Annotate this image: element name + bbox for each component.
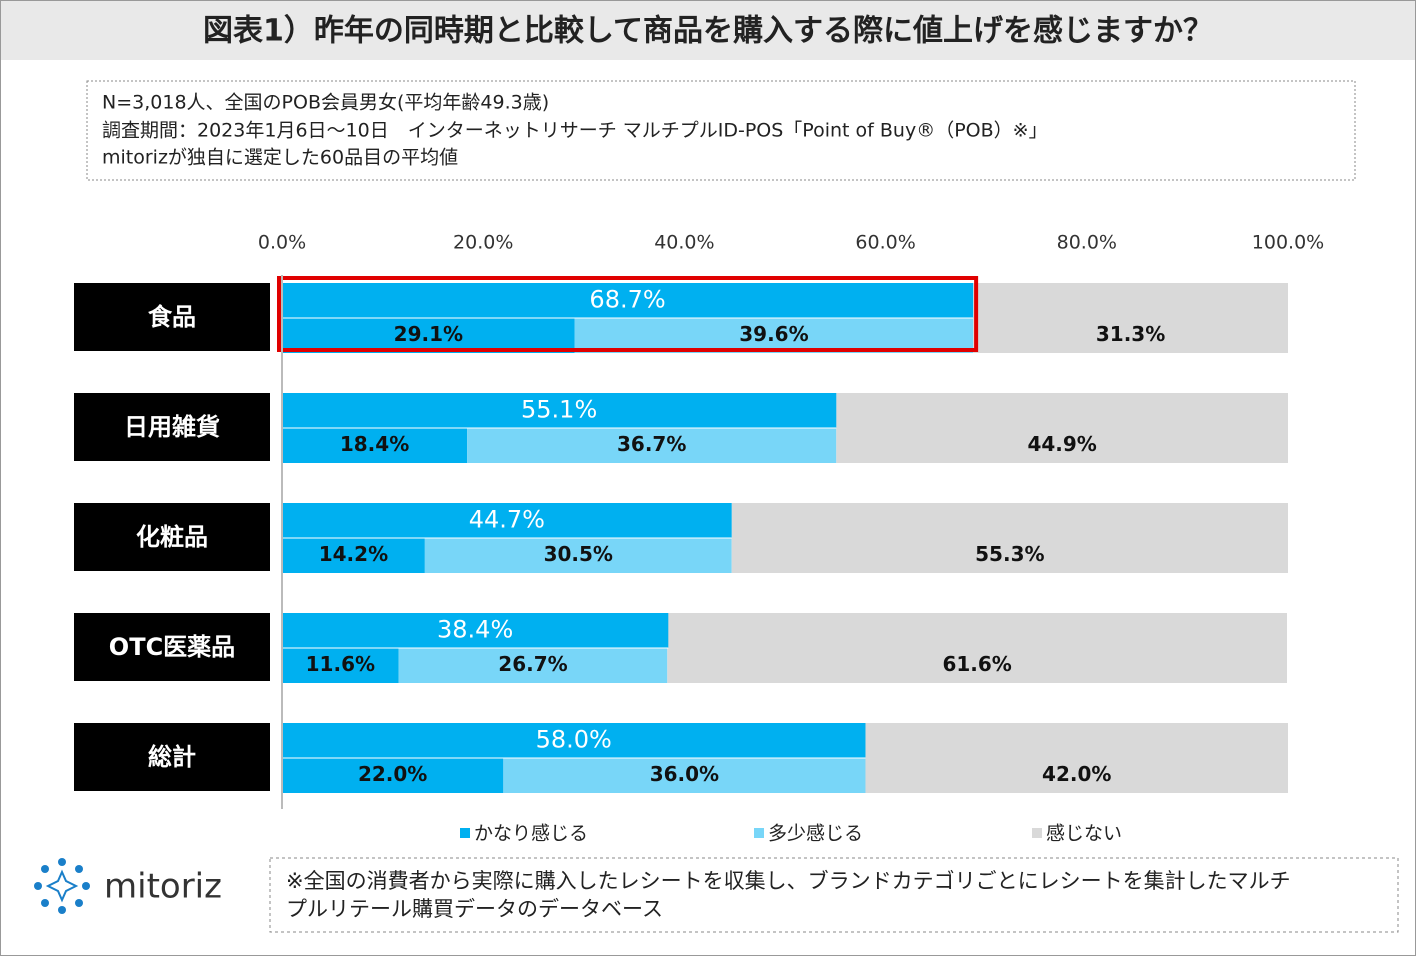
highlight-box [277, 276, 979, 352]
total-bar [282, 613, 669, 648]
category-box [74, 503, 270, 571]
value-label: 55.3% [975, 542, 1044, 566]
category-label: 総計 [148, 743, 196, 771]
legend-label: 感じない [1046, 823, 1122, 845]
bar-segment [865, 723, 1288, 793]
legend-label: 多少感じる [768, 823, 863, 845]
bar-segment [574, 318, 974, 353]
logo-icon [34, 858, 90, 914]
value-label: 36.7% [617, 432, 686, 456]
legend-label: かなり感じる [474, 823, 588, 845]
total-bar [282, 283, 974, 318]
footnote-box [269, 857, 1399, 933]
value-label: 39.6% [739, 322, 808, 346]
total-label: 55.1% [521, 396, 597, 424]
category-box [74, 393, 270, 461]
category-box [74, 723, 270, 791]
value-label: 42.0% [1042, 762, 1111, 786]
bar-segment [424, 538, 732, 573]
total-bar [282, 723, 866, 758]
category-label: OTC医薬品 [109, 633, 235, 661]
bar-segment [503, 758, 866, 793]
value-label: 44.9% [1027, 432, 1096, 456]
legend-swatch [754, 828, 764, 838]
note: 調査期間：2023年1月6日～10日 インターネットリサーチ マルチプルID-P… [102, 120, 1048, 142]
total-label: 44.7% [469, 506, 545, 534]
bar-segment [282, 758, 504, 793]
value-label: 30.5% [544, 542, 613, 566]
category-box [74, 283, 270, 351]
value-label: 29.1% [394, 322, 463, 346]
bar-segment [282, 428, 468, 463]
total-bar [282, 503, 732, 538]
value-label: 22.0% [358, 762, 427, 786]
bar-segment [467, 428, 837, 463]
bar-segment [836, 393, 1288, 463]
bar-segment [667, 613, 1287, 683]
value-label: 31.3% [1096, 322, 1165, 346]
total-label: 38.4% [437, 616, 513, 644]
value-label: 14.2% [319, 542, 388, 566]
bar-segment [973, 283, 1288, 353]
title-bar [1, 1, 1415, 60]
total-label: 68.7% [589, 286, 665, 314]
note: mitorizが独自に選定した60品目の平均値 [102, 147, 458, 169]
footnote: ※全国の消費者から実際に購入したレシートを収集し、ブランドカテゴリごとにレシート… [286, 869, 1291, 893]
footnote: プルリテール購買データのデータベース [286, 897, 663, 921]
value-label: 11.6% [306, 652, 375, 676]
note-box [86, 80, 1356, 181]
category-label: 日用雑貨 [124, 413, 220, 441]
category-label: 化粧品 [136, 523, 208, 551]
legend-swatch [1032, 828, 1042, 838]
x-tick-label: 20.0% [453, 232, 513, 254]
bar-segment [731, 503, 1288, 573]
total-label: 58.0% [536, 726, 612, 754]
bar-segment [398, 648, 668, 683]
bar-segment [282, 318, 575, 353]
category-label: 食品 [148, 303, 196, 331]
x-tick-label: 60.0% [855, 232, 915, 254]
value-label: 18.4% [340, 432, 409, 456]
value-label: 26.7% [498, 652, 567, 676]
category-box [74, 613, 270, 681]
value-label: 61.6% [942, 652, 1011, 676]
value-label: 36.0% [650, 762, 719, 786]
bar-segment [282, 648, 399, 683]
x-tick-label: 80.0% [1057, 232, 1117, 254]
logo-text: mitoriz [104, 867, 222, 907]
bar-segment [282, 538, 425, 573]
total-bar [282, 393, 837, 428]
legend-swatch [460, 828, 470, 838]
x-tick-label: 100.0% [1252, 232, 1324, 254]
x-tick-label: 40.0% [654, 232, 714, 254]
note: N=3,018人、全国のPOB会員男女(平均年齢49.3歳) [102, 92, 549, 114]
chart-title: 図表1）昨年の同時期と比較して商品を購入する際に値上げを感じますか？ [203, 14, 1213, 49]
x-tick-label: 0.0% [258, 232, 306, 254]
